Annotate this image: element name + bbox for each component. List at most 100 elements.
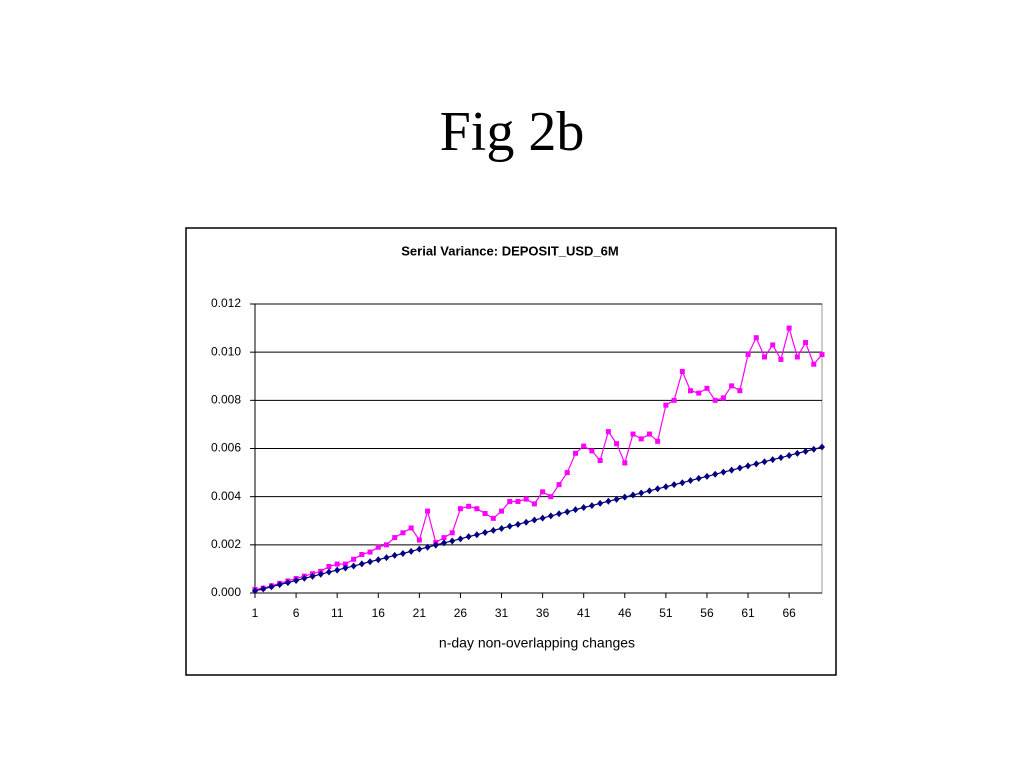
marker (399, 550, 406, 558)
marker (531, 516, 538, 524)
series-line (254, 446, 823, 592)
marker (342, 561, 348, 567)
marker (523, 496, 529, 502)
marker (424, 543, 431, 551)
marker (712, 397, 718, 403)
y-tick-label: 0.000 (211, 585, 241, 599)
y-tick-label: 0.012 (211, 296, 241, 310)
marker (720, 468, 727, 476)
x-tick-label: 61 (741, 606, 755, 620)
marker (811, 361, 817, 367)
marker (770, 342, 776, 348)
marker (564, 508, 571, 516)
marker (703, 472, 710, 480)
marker (761, 354, 767, 360)
marker (507, 498, 513, 504)
marker (803, 340, 809, 346)
marker (375, 544, 381, 550)
marker (351, 556, 357, 562)
marker (786, 451, 793, 459)
marker (556, 510, 563, 518)
marker (614, 441, 620, 447)
marker (621, 493, 628, 501)
marker (498, 524, 505, 532)
x-tick-label: 41 (577, 606, 591, 620)
marker (745, 352, 751, 358)
marker (326, 564, 332, 570)
x-tick-label: 31 (495, 606, 509, 620)
marker (696, 390, 702, 396)
marker (736, 464, 743, 472)
marker (720, 395, 726, 401)
y-tick-label: 0.004 (211, 489, 241, 503)
marker (523, 518, 530, 526)
marker (695, 474, 702, 482)
x-tick-label: 56 (700, 606, 714, 620)
y-tick-label: 0.002 (211, 537, 241, 551)
marker (753, 335, 759, 341)
marker (301, 574, 308, 582)
x-tick-label: 11 (331, 606, 344, 620)
x-tick-label: 66 (782, 606, 796, 620)
marker (506, 522, 513, 530)
marker (342, 564, 349, 572)
marker (408, 525, 414, 531)
marker (745, 462, 752, 470)
marker (819, 352, 825, 358)
x-tick-label: 46 (618, 606, 632, 620)
marker (457, 535, 464, 543)
marker (293, 576, 300, 584)
x-tick-label: 1 (252, 606, 259, 620)
marker (737, 388, 743, 394)
marker (490, 526, 497, 534)
x-tick-label: 21 (413, 606, 427, 620)
marker (753, 460, 760, 468)
marker (638, 436, 644, 442)
marker (284, 579, 291, 587)
y-tick-label: 0.010 (211, 344, 241, 358)
marker (655, 438, 661, 444)
marker (482, 511, 488, 517)
marker (268, 583, 275, 591)
marker (317, 570, 324, 578)
marker (531, 501, 537, 507)
marker (449, 530, 455, 536)
x-axis-label: n-day non-overlapping changes (439, 635, 635, 651)
marker (704, 385, 710, 391)
marker (646, 487, 653, 495)
marker (514, 520, 521, 528)
marker (572, 506, 579, 514)
marker (564, 470, 570, 476)
marker (761, 458, 768, 466)
marker (392, 535, 398, 541)
marker (613, 495, 620, 503)
marker (597, 499, 604, 507)
marker (572, 450, 578, 456)
marker (367, 549, 373, 555)
marker (638, 489, 645, 497)
slide-title: Fig 2b (440, 101, 585, 163)
marker (334, 566, 341, 574)
marker (400, 530, 406, 536)
marker (539, 514, 546, 522)
marker (687, 477, 694, 485)
marker (473, 531, 480, 539)
marker (457, 506, 463, 512)
chart-title: Serial Variance: DEPOSIT_USD_6M (401, 243, 618, 258)
marker (712, 470, 719, 478)
marker (359, 551, 365, 557)
marker (556, 482, 562, 488)
marker (778, 356, 784, 362)
marker (260, 585, 267, 593)
marker (391, 551, 398, 559)
marker (334, 561, 340, 567)
marker (581, 443, 587, 449)
marker (777, 454, 784, 462)
marker (375, 556, 382, 564)
marker (350, 562, 357, 570)
marker (367, 558, 374, 566)
marker (325, 568, 332, 576)
marker (441, 539, 447, 547)
